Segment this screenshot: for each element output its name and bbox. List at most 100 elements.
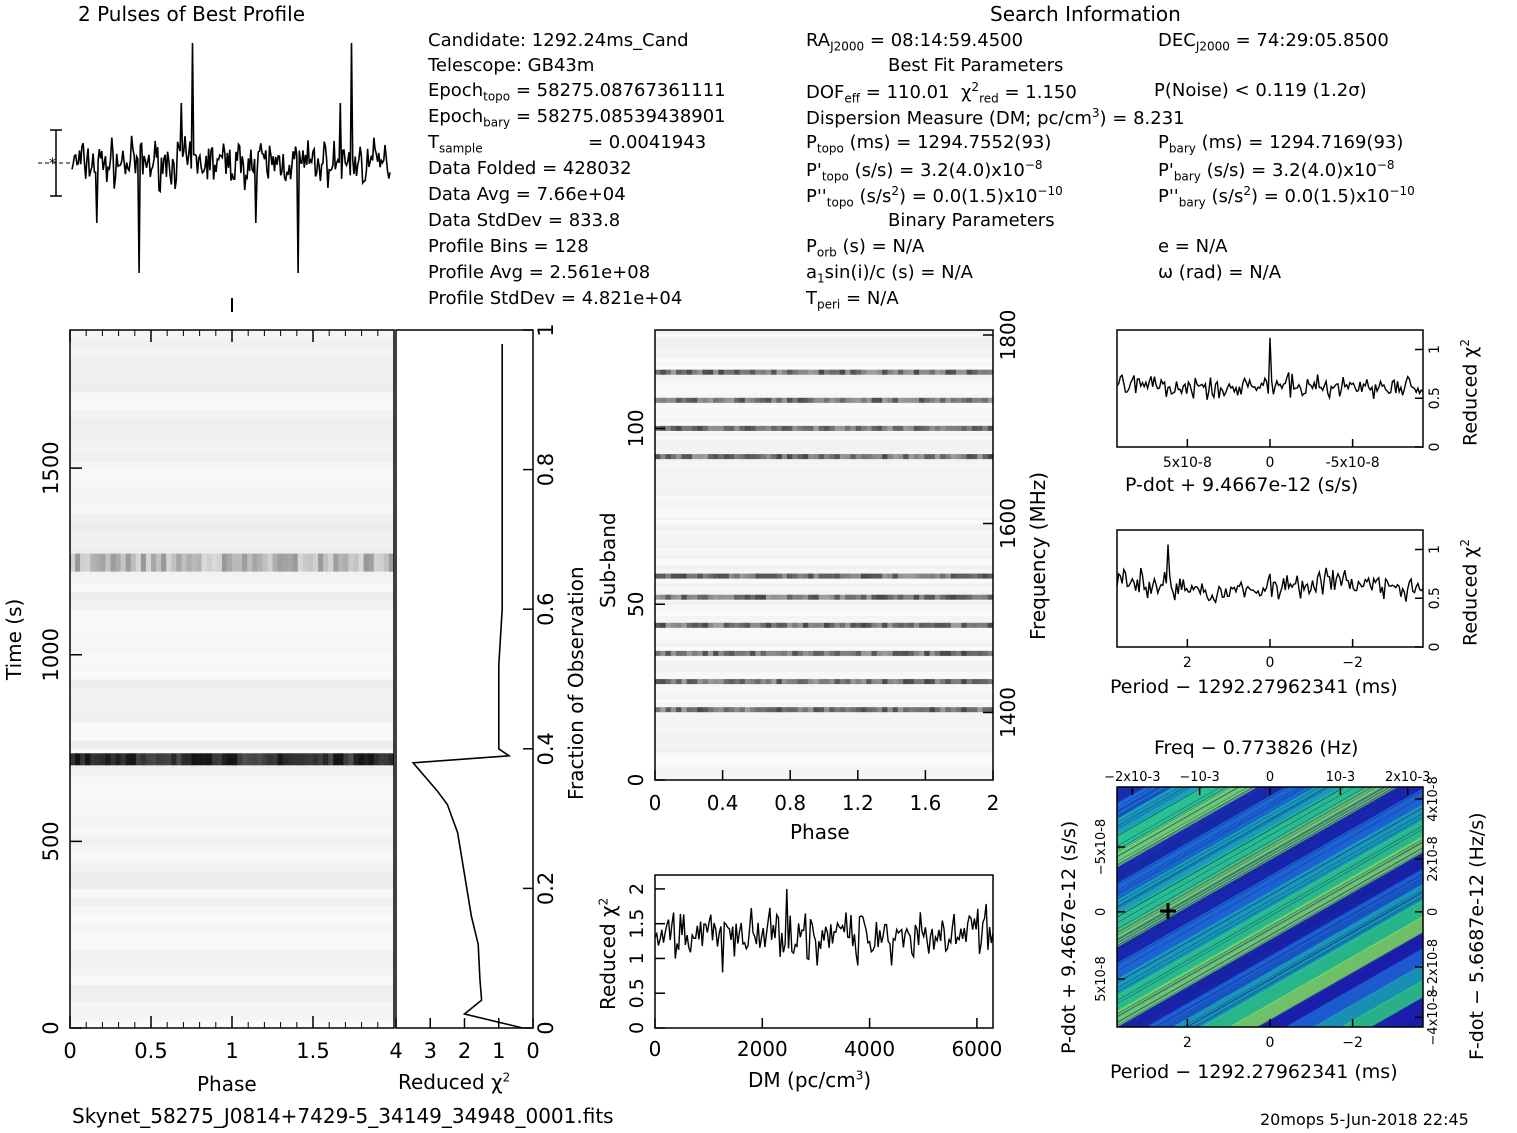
subband-band — [855, 369, 862, 375]
pp-contour-line — [1117, 807, 1423, 984]
subband-band — [977, 594, 983, 600]
time-phase-row — [70, 426, 394, 436]
time-phase-band — [171, 553, 177, 572]
time-phase-band — [358, 753, 365, 766]
time-phase-row — [70, 940, 394, 950]
subband-row — [655, 481, 993, 486]
subband-band — [734, 573, 740, 579]
subband-band — [676, 454, 682, 460]
time-phase-row — [70, 949, 394, 959]
subband-band — [871, 707, 878, 713]
subband-band — [903, 425, 909, 431]
subband-row — [655, 664, 993, 668]
subband-band — [924, 454, 931, 460]
info-profile-stddev: Profile StdDev = 4.821e+04 — [428, 288, 683, 309]
subband-band — [787, 707, 793, 713]
pp-contour-line — [561, 787, 981, 1027]
subband-band — [676, 679, 682, 685]
subband-band — [897, 454, 904, 460]
subband-band — [876, 454, 883, 460]
time-phase-band — [328, 553, 334, 572]
pp-contour-line — [1117, 787, 1290, 886]
subband-row — [655, 657, 993, 661]
time-phase-row — [70, 347, 394, 357]
subband-row — [655, 432, 993, 436]
subband-band — [887, 707, 894, 713]
subband-band — [792, 425, 799, 431]
subband-band — [697, 650, 704, 656]
time-phase-band — [120, 753, 127, 766]
time-phase-row — [70, 740, 394, 750]
subband-row — [655, 351, 993, 356]
subband-band — [987, 622, 993, 628]
subband-band — [781, 454, 788, 460]
time-phase-row — [70, 338, 394, 348]
subband-band — [839, 369, 846, 375]
subband-row — [655, 632, 993, 637]
subband-band — [723, 573, 730, 579]
subband-band — [987, 679, 993, 685]
info-candidate: Candidate: 1292.24ms_Cand — [428, 30, 689, 51]
subband-band — [813, 454, 820, 460]
subband-band — [961, 622, 968, 628]
subband-band — [707, 594, 714, 600]
subband-band — [845, 369, 851, 375]
subband-band — [771, 707, 777, 713]
subband-band — [982, 397, 989, 403]
time-phase-row — [70, 382, 394, 392]
subband-row — [655, 379, 993, 384]
subband-row — [655, 755, 993, 760]
subband-band — [934, 425, 941, 431]
subband-row — [655, 685, 993, 690]
time-phase-band — [232, 553, 238, 572]
profile-title: 2 Pulses of Best Profile — [78, 2, 305, 26]
subband-row — [655, 467, 993, 472]
subband-band — [802, 454, 809, 460]
subband-band — [924, 679, 931, 685]
time-phase-row — [70, 958, 394, 968]
subband-row — [655, 667, 993, 672]
pp-contour-line — [1117, 787, 1320, 904]
subband-band — [655, 397, 661, 403]
subband-band — [887, 622, 894, 628]
time-phase-row — [70, 966, 394, 977]
subband-band — [728, 622, 735, 628]
pp-contour-line — [649, 787, 1069, 1027]
subband-band — [940, 679, 946, 685]
subband-band — [882, 573, 888, 579]
subband-band — [977, 650, 983, 656]
tc-ytick-label: 0.2 — [534, 872, 558, 905]
subband-band — [834, 594, 841, 600]
subband-band — [850, 369, 857, 375]
pp-contour-line — [1117, 816, 1423, 993]
time-phase-band — [216, 753, 223, 766]
subband-band — [866, 650, 873, 656]
subband-band — [771, 622, 777, 628]
subband-band — [950, 707, 957, 713]
sb-xtick-label: 0.8 — [774, 791, 806, 815]
subband-row — [655, 579, 993, 584]
subband-band — [713, 622, 719, 628]
time-phase-row — [70, 993, 394, 1003]
time-phase-band — [373, 553, 380, 572]
dm-chi2-line — [654, 888, 994, 973]
subband-band — [681, 650, 688, 656]
pp-contour-line — [689, 787, 1109, 1027]
subband-band — [776, 679, 783, 685]
subband-band — [834, 454, 841, 460]
pp-title: Freq − 0.773826 (Hz) — [1154, 737, 1359, 759]
subband-row — [655, 410, 993, 415]
subband-row — [655, 526, 993, 531]
subband-band — [734, 397, 740, 403]
subband-band — [977, 679, 983, 685]
subband-band — [718, 454, 725, 460]
subband-band — [787, 454, 793, 460]
subband-band — [971, 650, 978, 656]
time-phase-band — [247, 553, 253, 572]
time-phase-band — [115, 753, 122, 766]
tc-xtick-label: 1 — [492, 1039, 505, 1063]
pp-contour-line — [681, 787, 1101, 1027]
time-phase-band — [292, 753, 299, 766]
time-phase-row — [70, 870, 394, 881]
pp-contour-line — [1121, 854, 1423, 1027]
